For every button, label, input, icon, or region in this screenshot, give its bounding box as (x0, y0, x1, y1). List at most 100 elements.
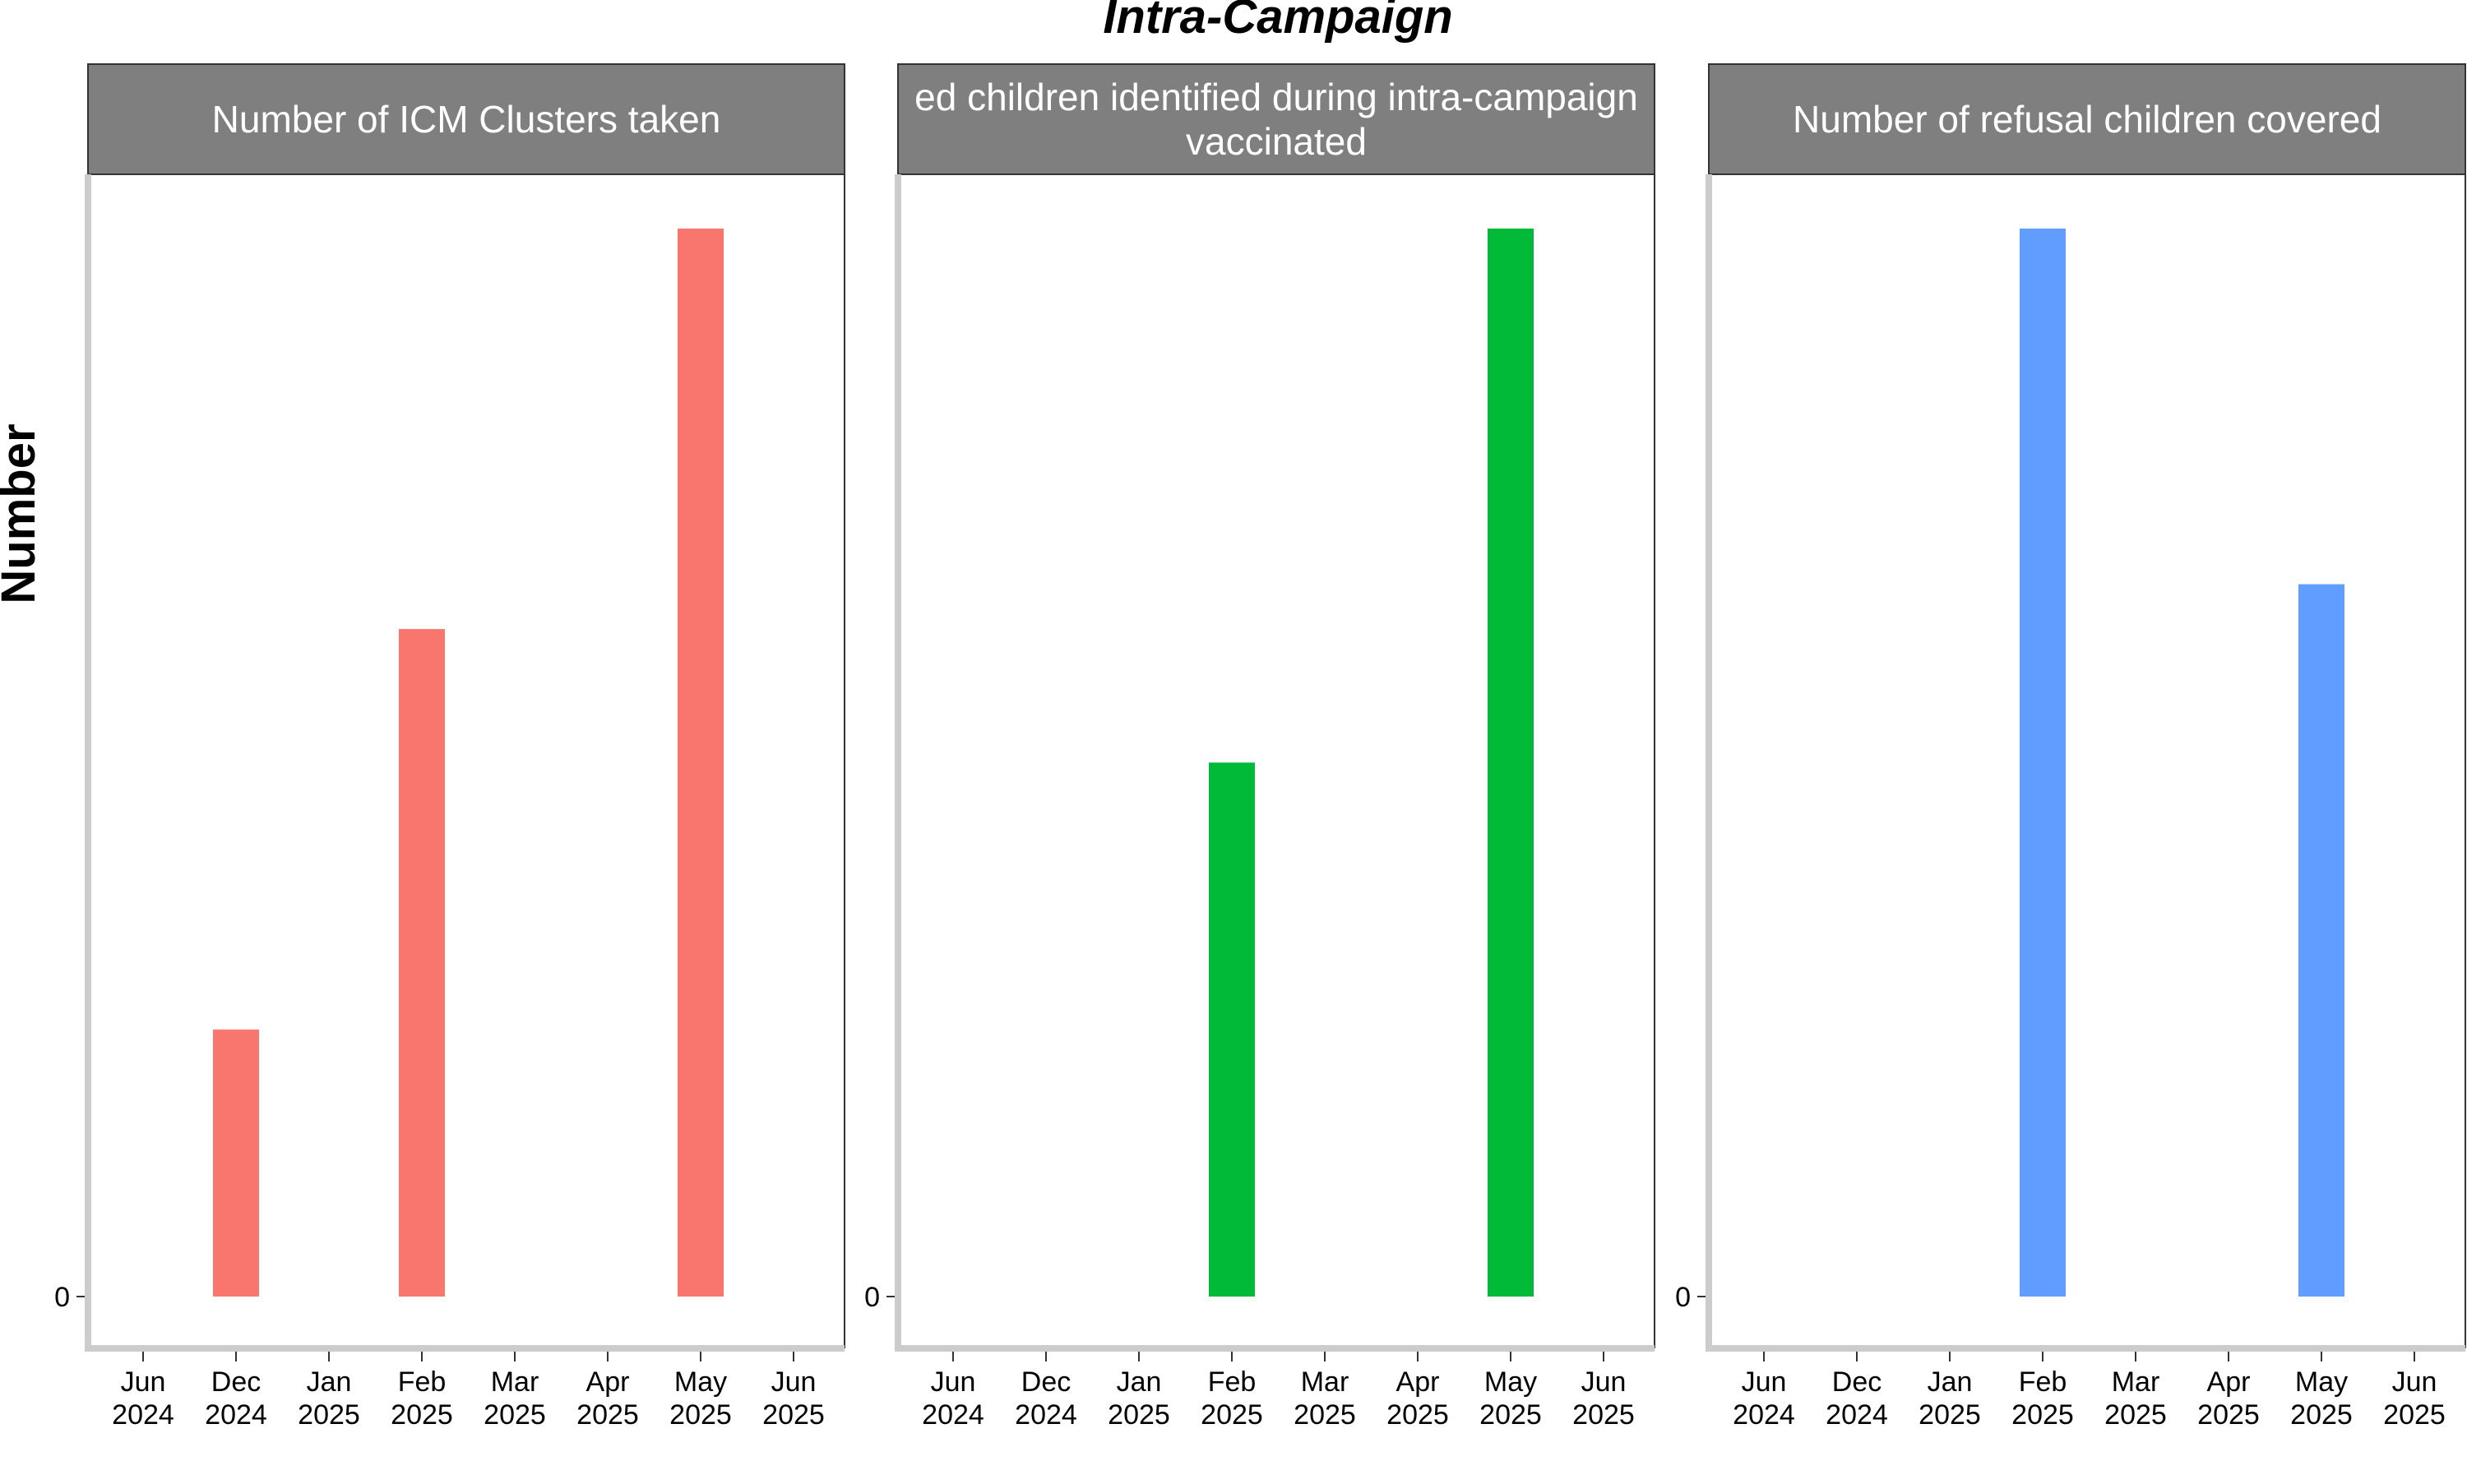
facet-strip-label: ed children identified during intra-camp… (914, 76, 1638, 163)
x-tick-label: Jan 2025 (298, 1366, 360, 1431)
x-tick-label-year: 2025 (669, 1399, 732, 1431)
x-tick-label: Dec 2024 (205, 1366, 267, 1431)
x-tick-label: Apr 2025 (576, 1366, 639, 1431)
x-tick-label: Mar 2025 (484, 1366, 546, 1431)
x-tick-label-year: 2024 (205, 1399, 267, 1431)
x-tick-label: May 2025 (669, 1366, 732, 1431)
x-tick-label-year: 2025 (2197, 1399, 2260, 1431)
x-tick-label-month: Jan (307, 1366, 352, 1398)
x-tick-label: May 2025 (2290, 1366, 2353, 1431)
x-tick-label-month: Apr (1396, 1366, 1440, 1398)
x-tick-label-year: 2024 (112, 1399, 174, 1431)
x-tick-label-month: Jun (1742, 1366, 1787, 1398)
x-tick-label-year: 2025 (484, 1399, 546, 1431)
x-tick-label-month: Dec (1021, 1366, 1071, 1398)
x-tick-label-year: 2025 (391, 1399, 453, 1431)
facet-strip-text-line: ed children identified during intra-camp… (914, 76, 1638, 118)
x-tick-label-month: Jan (1928, 1366, 1973, 1398)
x-tick-label-year: 2025 (298, 1399, 360, 1431)
x-tick-label: Jan 2025 (1919, 1366, 1981, 1431)
x-tick-label-month: Mar (1301, 1366, 1349, 1398)
x-tick-label: Mar 2025 (2104, 1366, 2167, 1431)
x-tick-label-month: Dec (1832, 1366, 1881, 1398)
x-tick-label: Apr 2025 (2197, 1366, 2260, 1431)
x-tick-label: Feb 2025 (2011, 1366, 2074, 1431)
x-tick-label: Jun 2025 (762, 1366, 825, 1431)
x-tick-label: Jan 2025 (1108, 1366, 1170, 1431)
facet-strip-text-line: vaccinated (1186, 120, 1367, 163)
bar (213, 1029, 259, 1297)
x-tick-label: Jun 2024 (1733, 1366, 1795, 1431)
x-tick-label-year: 2025 (762, 1399, 825, 1431)
x-tick-label-year: 2025 (1294, 1399, 1356, 1431)
facet-strip-text-line: Number of ICM Clusters taken (212, 98, 721, 141)
x-tick-label-month: Jun (2392, 1366, 2437, 1398)
x-tick-label-month: May (674, 1366, 727, 1398)
x-tick-label-year: 2025 (1108, 1399, 1170, 1431)
plot-panel-background (898, 174, 1655, 1348)
y-axis-label: Number (0, 423, 45, 603)
bar (678, 229, 724, 1297)
bar (2020, 229, 2066, 1297)
x-tick-label: Feb 2025 (391, 1366, 453, 1431)
x-tick-label-year: 2025 (1572, 1399, 1635, 1431)
x-tick-label: Jun 2024 (112, 1366, 174, 1431)
y-tick-label: 0 (54, 1282, 70, 1313)
x-tick-label-year: 2024 (1826, 1399, 1888, 1431)
x-tick-label-month: Jun (1581, 1366, 1627, 1398)
x-tick-label-month: Feb (398, 1366, 447, 1398)
x-tick-label-month: May (2295, 1366, 2348, 1398)
x-tick-label-month: Apr (2207, 1366, 2251, 1398)
x-tick-label-year: 2024 (1015, 1399, 1077, 1431)
x-tick-label-month: Feb (2019, 1366, 2067, 1398)
plot-panel-background (88, 174, 845, 1348)
facet-strip-label: Number of refusal children covered (1793, 98, 2381, 141)
x-tick-label-year: 2025 (1386, 1399, 1449, 1431)
x-tick-label-year: 2025 (1479, 1399, 1542, 1431)
facet-strip-label: Number of ICM Clusters taken (212, 98, 721, 141)
x-tick-label-year: 2024 (1733, 1399, 1795, 1431)
x-tick-label: Apr 2025 (1386, 1366, 1449, 1431)
y-tick-label: 0 (864, 1282, 880, 1313)
x-tick-label-year: 2024 (922, 1399, 984, 1431)
x-tick-label-month: Jun (121, 1366, 166, 1398)
x-tick-label: Dec 2024 (1826, 1366, 1888, 1431)
x-tick-label-month: Jun (931, 1366, 976, 1398)
x-tick-label-month: Apr (586, 1366, 630, 1398)
x-tick-label-month: May (1484, 1366, 1537, 1398)
y-tick-label: 0 (1675, 1282, 1691, 1313)
x-tick-label-month: Dec (211, 1366, 261, 1398)
bar (1209, 762, 1255, 1297)
facet-panel-2: ed children identified during intra-camp… (864, 63, 1655, 1431)
x-tick-label: May 2025 (1479, 1366, 1542, 1431)
bar (2298, 584, 2344, 1297)
plot-panel-background (1709, 174, 2465, 1348)
x-tick-label-month: Jun (771, 1366, 817, 1398)
facet-strip-background (87, 63, 845, 175)
x-tick-label-year: 2025 (2290, 1399, 2353, 1431)
x-tick-label: Jun 2024 (922, 1366, 984, 1431)
facet-strip-text-line: Number of refusal children covered (1793, 98, 2381, 141)
x-tick-label-month: Mar (2112, 1366, 2160, 1398)
x-tick-label: Mar 2025 (1294, 1366, 1356, 1431)
x-tick-label-year: 2025 (1919, 1399, 1981, 1431)
x-tick-label-month: Mar (491, 1366, 539, 1398)
x-tick-label-year: 2025 (2104, 1399, 2167, 1431)
x-tick-label-month: Jan (1117, 1366, 1162, 1398)
x-tick-label-year: 2025 (2011, 1399, 2074, 1431)
facet-strip-background (897, 63, 1655, 175)
bar (399, 629, 445, 1297)
x-tick-label: Jun 2025 (2383, 1366, 2446, 1431)
bar (1488, 229, 1534, 1297)
x-tick-label-year: 2025 (2383, 1399, 2446, 1431)
x-tick-label-year: 2025 (576, 1399, 639, 1431)
x-tick-label: Dec 2024 (1015, 1366, 1077, 1431)
chart-title: Intra-Campaign (1103, 0, 1452, 44)
x-tick-label-month: Feb (1208, 1366, 1257, 1398)
x-tick-label: Jun 2025 (1572, 1366, 1635, 1431)
x-tick-label-year: 2025 (1201, 1399, 1263, 1431)
